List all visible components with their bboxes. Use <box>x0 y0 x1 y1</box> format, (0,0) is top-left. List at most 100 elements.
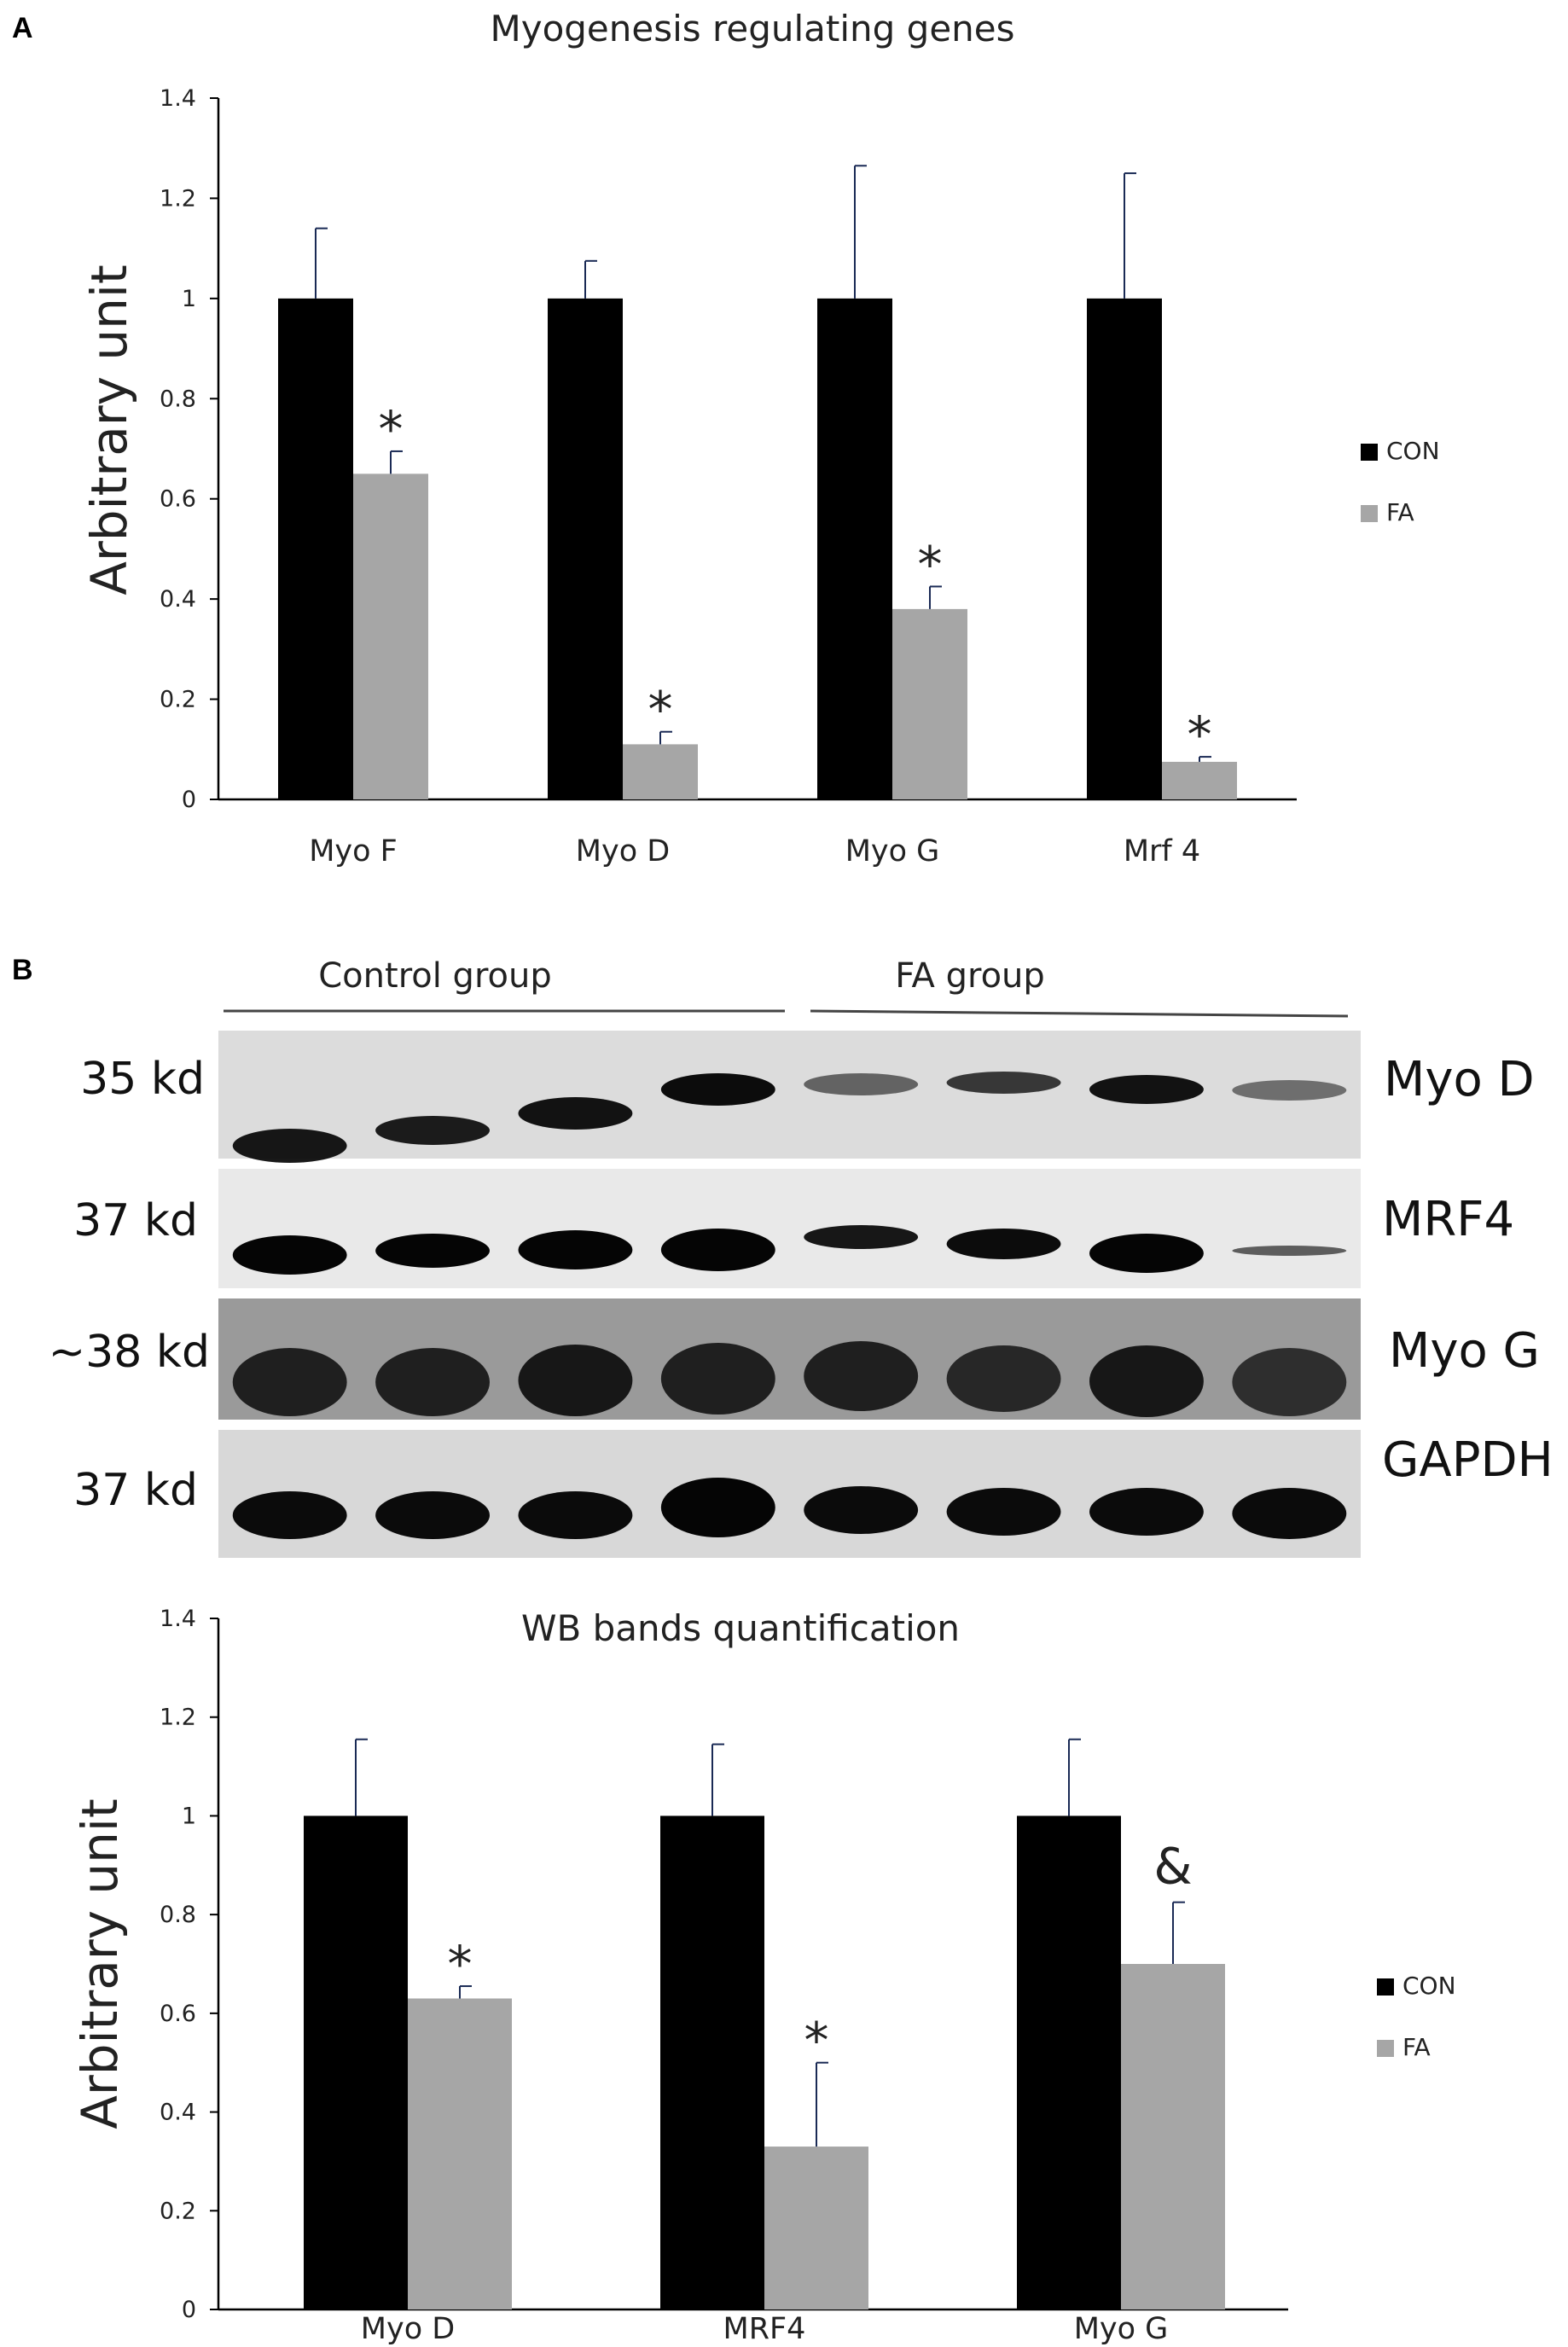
blot-band-myog <box>1232 1348 1347 1416</box>
chart-b-ytick-label: 0.6 <box>160 2001 196 2027</box>
chart-b-legend-swatch-fa <box>1377 2040 1394 2057</box>
blot-band-mrf4 <box>375 1234 491 1268</box>
chart-a-significance-mark: * <box>648 681 673 739</box>
blot-band-myod <box>1089 1075 1204 1104</box>
blot-band-mrf4 <box>1089 1234 1204 1273</box>
blot-strip-mrf4 <box>218 1169 1361 1288</box>
chart-a-bar-fa <box>1162 761 1237 799</box>
blot-mw-gapdh: 37 kd <box>73 1465 198 1516</box>
blot-band-mrf4 <box>946 1229 1061 1259</box>
blot-band-myog <box>518 1345 633 1416</box>
blot-group-fa: FA group <box>895 956 1045 996</box>
chart-b-category-label: Myo G <box>1074 2312 1169 2346</box>
blot-name-myod: Myo D <box>1384 1052 1535 1107</box>
chart-b-bar-fa <box>408 1998 512 2309</box>
chart-b-legend-label-fa: FA <box>1402 2033 1431 2061</box>
blot-band-gapdh <box>232 1491 347 1539</box>
chart-b-legend-label-con: CON <box>1402 1972 1456 2000</box>
blot-band-myog <box>660 1343 775 1415</box>
blot-band-myog <box>804 1341 919 1411</box>
blot-band-gapdh <box>1232 1488 1347 1539</box>
blot-band-myod <box>232 1129 347 1163</box>
blot-band-myod <box>804 1073 919 1095</box>
chart-a-ytick-label: 0.6 <box>160 486 196 513</box>
blot-band-myod <box>660 1073 775 1106</box>
blot-name-gapdh: GAPDH <box>1382 1432 1553 1488</box>
blot-band-myod <box>518 1097 633 1130</box>
blot-mw-mrf4: 37 kd <box>73 1195 198 1246</box>
chart-a-ytick-label: 1 <box>182 286 196 312</box>
blot-band-gapdh <box>946 1488 1061 1536</box>
blot-group-control: Control group <box>318 956 551 996</box>
blot-band-myog <box>232 1348 347 1416</box>
chart-a-legend-label-fa: FA <box>1386 498 1414 526</box>
blot-band-myog <box>375 1348 491 1416</box>
chart-b-bar-fa <box>764 2147 868 2309</box>
blot-band-myod <box>946 1072 1061 1094</box>
panel-a-letter: A <box>12 12 33 44</box>
blot-band-myog <box>946 1345 1061 1412</box>
chart-a-ytick-label: 1.4 <box>160 85 196 112</box>
blot-band-gapdh <box>375 1491 491 1539</box>
chart-a-title: Myogenesis regulating genes <box>490 8 1014 49</box>
blot-strips <box>218 1031 1361 1558</box>
chart-b-ytick-label: 0.2 <box>160 2198 196 2224</box>
chart-b-ytick-label: 0.4 <box>160 2100 196 2126</box>
blot-band-gapdh <box>804 1486 919 1534</box>
chart-b-title: WB bands quantification <box>521 1607 960 1649</box>
chart-b-bar-con <box>660 1815 764 2309</box>
panel-b-letter: B <box>12 954 33 986</box>
chart-b: WB bands quantification Arbitrary unit 0… <box>71 1606 1456 2346</box>
chart-b-ylabel: Arbitrary unit <box>71 1798 129 2129</box>
blot-band-mrf4 <box>518 1230 633 1269</box>
chart-a-bar-fa <box>623 744 698 799</box>
blot-band-mrf4 <box>232 1235 347 1275</box>
blot-band-mrf4 <box>804 1225 919 1249</box>
chart-a-bar-con <box>548 298 623 799</box>
chart-a-legend-label-con: CON <box>1386 437 1440 465</box>
chart-b-ytick-label: 1 <box>182 1803 196 1829</box>
chart-b-plot: 0 0.2 0.4 0.6 0.8 1 1.2 1.4 * Myo D * MRF4 & Myo G CON… <box>160 1606 1456 2346</box>
chart-a-significance-mark: * <box>379 400 404 458</box>
chart-a-significance-mark: * <box>918 535 943 593</box>
chart-a-ytick-label: 1.2 <box>160 185 196 212</box>
chart-a-category-label: Myo F <box>309 834 398 869</box>
blot-band-myod <box>1232 1080 1347 1101</box>
chart-a-category-label: Myo D <box>576 834 670 869</box>
chart-b-category-label: MRF4 <box>723 2312 806 2346</box>
blot-band-gapdh <box>518 1491 633 1539</box>
blot-band-gapdh <box>660 1478 775 1537</box>
blot-group-fa-line <box>810 1009 1349 1018</box>
blot-name-mrf4: MRF4 <box>1382 1192 1514 1247</box>
chart-b-ytick-label: 0 <box>182 2297 196 2323</box>
chart-a-ytick-label: 0.8 <box>160 386 196 412</box>
chart-a-ylabel: Arbitrary unit <box>80 264 138 595</box>
blot-band-myod <box>375 1116 491 1145</box>
chart-b-significance-mark: & <box>1153 1838 1192 1896</box>
chart-a-legend-swatch-fa <box>1361 505 1378 522</box>
chart-a-bar-con <box>817 298 892 799</box>
chart-b-significance-mark: * <box>804 2012 829 2070</box>
blot-mw-myod: 35 kd <box>80 1054 205 1105</box>
chart-a-ytick-label: 0 <box>182 787 196 813</box>
blot-band-myog <box>1089 1345 1204 1417</box>
chart-a-bar-con <box>278 298 353 799</box>
chart-b-significance-mark: * <box>448 1935 473 1993</box>
chart-a-bar-fa <box>892 608 967 799</box>
blot-band-mrf4 <box>660 1229 775 1271</box>
chart-b-bar-con <box>1017 1815 1121 2309</box>
western-blot: Control group FA group 35 kd 37 kd ~38 k… <box>49 956 1553 1558</box>
chart-a-category-label: Myo G <box>845 834 940 869</box>
blot-band-gapdh <box>1089 1488 1204 1536</box>
chart-b-bar-con <box>304 1815 408 2309</box>
chart-b-ytick-label: 0.8 <box>160 1902 196 1928</box>
blot-mw-myog: ~38 kd <box>49 1327 210 1378</box>
chart-a-bar-con <box>1087 298 1162 799</box>
chart-a: Myogenesis regulating genes Arbitrary un… <box>80 8 1440 869</box>
chart-b-legend-swatch-con <box>1377 1978 1394 1996</box>
chart-b-ytick-label: 1.2 <box>160 1705 196 1731</box>
chart-b-ytick-label: 1.4 <box>160 1606 196 1632</box>
chart-b-bar-fa <box>1121 1964 1225 2309</box>
chart-a-ytick-label: 0.4 <box>160 586 196 613</box>
